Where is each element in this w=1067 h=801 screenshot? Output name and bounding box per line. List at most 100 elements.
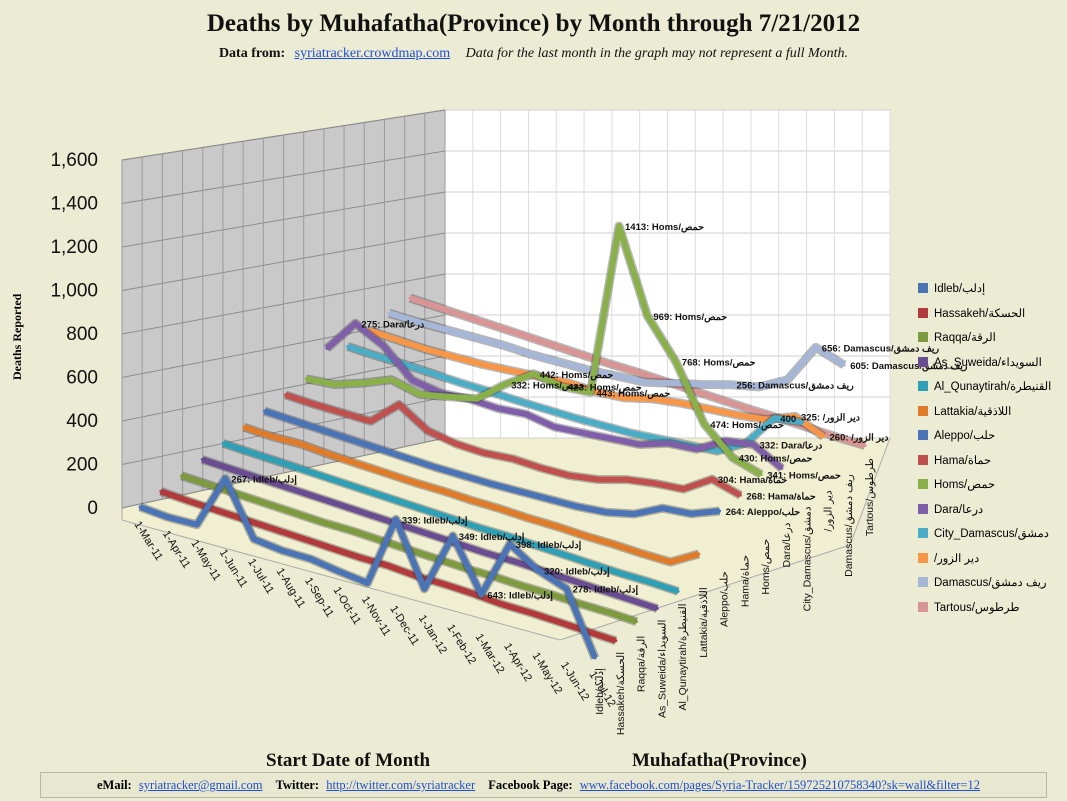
data-point <box>449 516 453 520</box>
legend-item: Dara/درعا <box>918 497 1067 522</box>
legend-item: Aleppo/حلب <box>918 423 1067 448</box>
data-label: 430: Homs/حمص <box>739 454 813 465</box>
data-point <box>539 466 543 470</box>
data-point <box>252 537 256 541</box>
data-point <box>682 487 685 491</box>
data-point <box>568 474 572 478</box>
data-point <box>431 372 435 376</box>
data-label: 325: /دير الزور <box>801 412 861 423</box>
data-point <box>793 414 797 418</box>
data-point <box>731 456 735 460</box>
data-point <box>410 378 414 382</box>
data-point <box>444 328 448 332</box>
data-point <box>498 507 502 511</box>
data-point <box>216 509 220 513</box>
x-tick-label: 1-Feb-12 <box>444 622 478 666</box>
data-label: 264: Aleppo/حلب <box>726 507 801 518</box>
data-point <box>350 529 354 533</box>
data-point <box>405 456 409 460</box>
data-point <box>299 442 303 446</box>
legend-label: Al_Qunaytirah/القنيطرة <box>934 381 1052 394</box>
data-point <box>635 620 638 624</box>
data-point <box>659 437 662 441</box>
data-label: 341: Homs/حمص <box>767 471 841 482</box>
data-point <box>353 321 357 325</box>
data-point <box>780 466 784 470</box>
data-point <box>479 593 483 597</box>
data-point <box>314 495 318 499</box>
data-point <box>594 390 598 394</box>
data-label: 1413: Homs/حمص <box>625 222 704 233</box>
data-point <box>529 611 532 615</box>
data-point <box>443 583 447 586</box>
data-point <box>374 354 378 358</box>
data-point <box>490 482 494 486</box>
legend-swatch <box>918 601 928 612</box>
data-point <box>508 542 512 546</box>
data-point <box>416 320 420 324</box>
data-point <box>501 343 505 347</box>
facebook-link[interactable]: www.facebook.com/pages/Syria-Tracker/159… <box>579 778 980 792</box>
x-tick-label: 1-Nov-11 <box>359 594 393 638</box>
data-point <box>166 515 170 519</box>
source-link[interactable]: syriatracker.crowdmap.com <box>294 46 451 61</box>
data-point <box>636 370 639 374</box>
x-tick-label: 1-Jul-11 <box>245 557 276 596</box>
source-note: Data for the last month in the graph may… <box>465 46 849 61</box>
z-tick-label: /دير الزور <box>822 490 834 532</box>
data-label: 349: Idleb/إدلب <box>459 532 525 543</box>
data-point <box>547 497 551 501</box>
z-tick-label: Damascus/ريف دمشق <box>843 474 855 577</box>
email-link[interactable]: syriatracker@gmail.com <box>138 778 263 792</box>
data-label: 332: Dara/درعا <box>760 441 824 452</box>
data-point <box>710 477 714 481</box>
z-tick-label: Raqqa/الرقة <box>636 636 648 693</box>
legend-label: Hama/حماة <box>934 454 992 467</box>
data-point <box>674 360 678 364</box>
twitter-link[interactable]: http://twitter.com/syriatracker <box>326 778 476 792</box>
data-point <box>757 385 761 389</box>
legend-label: As_Suweida/السويداء <box>934 356 1042 369</box>
data-point <box>835 435 839 439</box>
data-point <box>426 429 430 433</box>
data-label: 268: Hama/حماة <box>746 491 816 502</box>
z-axis-title: Muhafatha(Province) <box>632 750 807 771</box>
data-point <box>390 378 393 382</box>
data-point <box>596 478 600 481</box>
data-point <box>566 381 569 384</box>
data-label: 969: Homs/حمص <box>653 312 727 323</box>
legend-label: Aleppo/حلب <box>934 430 996 443</box>
data-point <box>602 424 606 428</box>
z-tick-label: Homs/حمص <box>760 539 772 595</box>
y-axis-title: Deaths Reported <box>10 293 24 380</box>
data-point <box>363 488 367 492</box>
data-point <box>459 381 463 385</box>
data-point <box>738 493 742 497</box>
y-tick-label: 1,200 <box>50 237 98 258</box>
data-point <box>715 449 719 453</box>
legend-item: Tartous/طرطوس <box>918 595 1067 620</box>
data-point <box>581 431 585 435</box>
data-point <box>312 402 316 406</box>
y-tick-label: 1,000 <box>50 281 98 302</box>
legend-swatch <box>918 356 928 367</box>
data-point <box>270 435 274 439</box>
data-point <box>534 544 538 547</box>
data-point <box>651 397 655 401</box>
data-point <box>236 492 240 496</box>
data-point <box>428 533 432 536</box>
legend-label: Idleb/إدلب <box>934 283 986 296</box>
data-point <box>265 502 269 506</box>
data-point <box>482 451 486 455</box>
legend-item: Lattakia/اللاذقية <box>918 399 1067 424</box>
z-tick-label: Lattakia/اللاذقية <box>698 587 710 658</box>
email-label: eMail: <box>97 778 132 792</box>
data-point <box>604 510 608 514</box>
footer-bar: eMail: syriatracker@gmail.com Twitter: h… <box>40 772 1047 798</box>
data-point <box>700 383 704 386</box>
legend-swatch <box>918 307 928 318</box>
legend-swatch <box>918 283 928 294</box>
data-point <box>692 389 696 393</box>
data-point <box>697 552 701 556</box>
data-point <box>433 465 437 469</box>
